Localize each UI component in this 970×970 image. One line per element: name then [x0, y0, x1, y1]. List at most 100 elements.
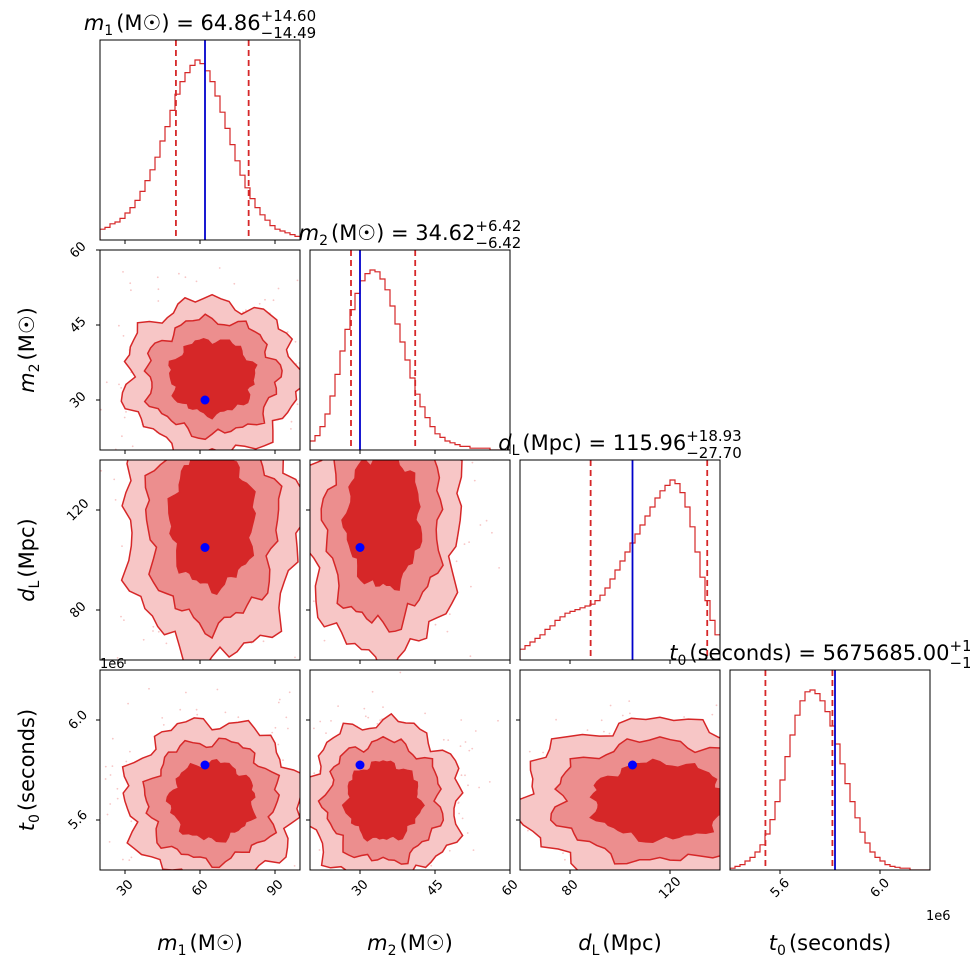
sample-point	[271, 731, 274, 734]
sample-point	[123, 619, 125, 621]
sample-point	[463, 543, 466, 545]
x-axis-label-dL-symbol: d	[578, 931, 592, 955]
title-dL: dL (Mpc) = 115.96+18.93 −27.70	[498, 427, 742, 462]
sample-point	[325, 732, 327, 734]
sample-point	[683, 716, 685, 718]
sample-point	[122, 271, 124, 273]
sample-point	[428, 880, 430, 882]
sample-point	[288, 691, 291, 694]
sample-point	[794, 797, 796, 799]
sample-point	[293, 865, 296, 867]
sample-point	[302, 489, 304, 491]
sample-point	[374, 695, 376, 697]
sample-point	[261, 451, 263, 453]
sample-point	[758, 781, 760, 783]
x-tick-label-t0: 6.0	[868, 876, 893, 901]
sample-point	[467, 784, 469, 787]
panel-frame	[309, 249, 511, 451]
sample-point	[754, 807, 756, 809]
sample-point	[435, 439, 437, 441]
sample-point	[757, 733, 759, 735]
sample-point	[324, 909, 326, 911]
sample-point	[188, 453, 190, 455]
panel-m1-m1	[99, 39, 301, 244]
sample-point	[748, 866, 750, 868]
sample-point	[116, 657, 119, 659]
sample-point	[473, 479, 476, 482]
sample-point	[109, 803, 112, 805]
sample-point	[799, 879, 801, 881]
sample-point	[157, 288, 160, 291]
sample-point	[333, 456, 335, 458]
sample-point	[527, 829, 529, 832]
truth-point-m2-t0	[355, 760, 365, 770]
sample-point	[366, 407, 368, 409]
sample-point	[277, 287, 280, 290]
y-axis-label-t0: t0 (seconds)	[15, 709, 43, 831]
title-unit: (Mpc) = 115.96	[522, 431, 686, 455]
sample-point	[196, 165, 198, 167]
sample-point	[237, 716, 240, 719]
sample-point	[307, 493, 309, 495]
sample-point	[319, 720, 322, 723]
density-m1-dL	[100, 450, 317, 712]
y-axis-label-t0-sub: 0	[27, 814, 43, 823]
sample-point	[294, 340, 297, 343]
sample-point	[827, 715, 829, 717]
sample-point	[333, 301, 335, 303]
title-t0: t0(seconds) = 5675685.00+134−134	[669, 637, 970, 672]
sample-point	[94, 759, 96, 761]
contour-inner	[589, 758, 720, 844]
sample-point	[165, 642, 168, 645]
sample-point	[109, 774, 112, 776]
x-tick-label-m1: 60	[189, 877, 211, 899]
sample-point	[160, 906, 162, 908]
sample-point	[478, 786, 480, 789]
sample-point	[315, 573, 317, 575]
sample-point	[314, 404, 316, 406]
x-axis-label-m1-sub: 1	[178, 943, 187, 959]
sample-point	[454, 680, 456, 682]
sample-point	[379, 719, 381, 721]
title-err-plus: +134	[950, 637, 970, 655]
title-symbol: m	[84, 11, 104, 35]
y-axis-label-m2: m2 (M☉)	[15, 307, 43, 393]
sample-point	[303, 468, 305, 470]
sample-point	[174, 685, 176, 687]
sample-point	[562, 852, 564, 854]
title-err-plus: +6.42	[475, 217, 521, 235]
sample-point	[302, 450, 304, 452]
sample-point	[727, 716, 729, 718]
sample-point	[120, 387, 123, 389]
sample-point	[398, 448, 400, 450]
y-tick-label-m2: 30	[67, 389, 89, 411]
sample-point	[188, 686, 190, 688]
sample-point	[250, 671, 252, 673]
sample-point	[129, 282, 132, 285]
y-axis-label-dL: dL (Mpc)	[15, 518, 43, 602]
sample-point	[392, 367, 394, 369]
sample-point	[442, 738, 445, 741]
sample-point	[653, 905, 655, 907]
sample-point	[478, 840, 480, 842]
truth-point-m2-dL	[355, 543, 365, 552]
y-tick-label-dL: 120	[64, 496, 92, 524]
sample-point	[471, 461, 474, 464]
sample-point	[303, 839, 305, 841]
sample-point	[371, 395, 373, 397]
sample-point	[725, 842, 727, 844]
sample-point	[740, 734, 742, 736]
panel-m2-m2	[309, 249, 511, 454]
sample-point	[222, 710, 224, 712]
sample-point	[394, 451, 396, 453]
sample-point	[100, 469, 103, 472]
title-unit: (M☉) = 34.62	[331, 221, 475, 245]
sample-point	[125, 411, 127, 413]
sample-point	[622, 907, 624, 909]
x-axis-label-dL-sub: L	[592, 943, 600, 959]
sample-point	[354, 370, 356, 372]
x-axis-label-m2: m2 (M☉)	[367, 931, 453, 959]
sample-point	[233, 282, 236, 285]
y-axis-label-t0-unit: (seconds)	[15, 709, 39, 811]
sample-point	[687, 924, 689, 926]
